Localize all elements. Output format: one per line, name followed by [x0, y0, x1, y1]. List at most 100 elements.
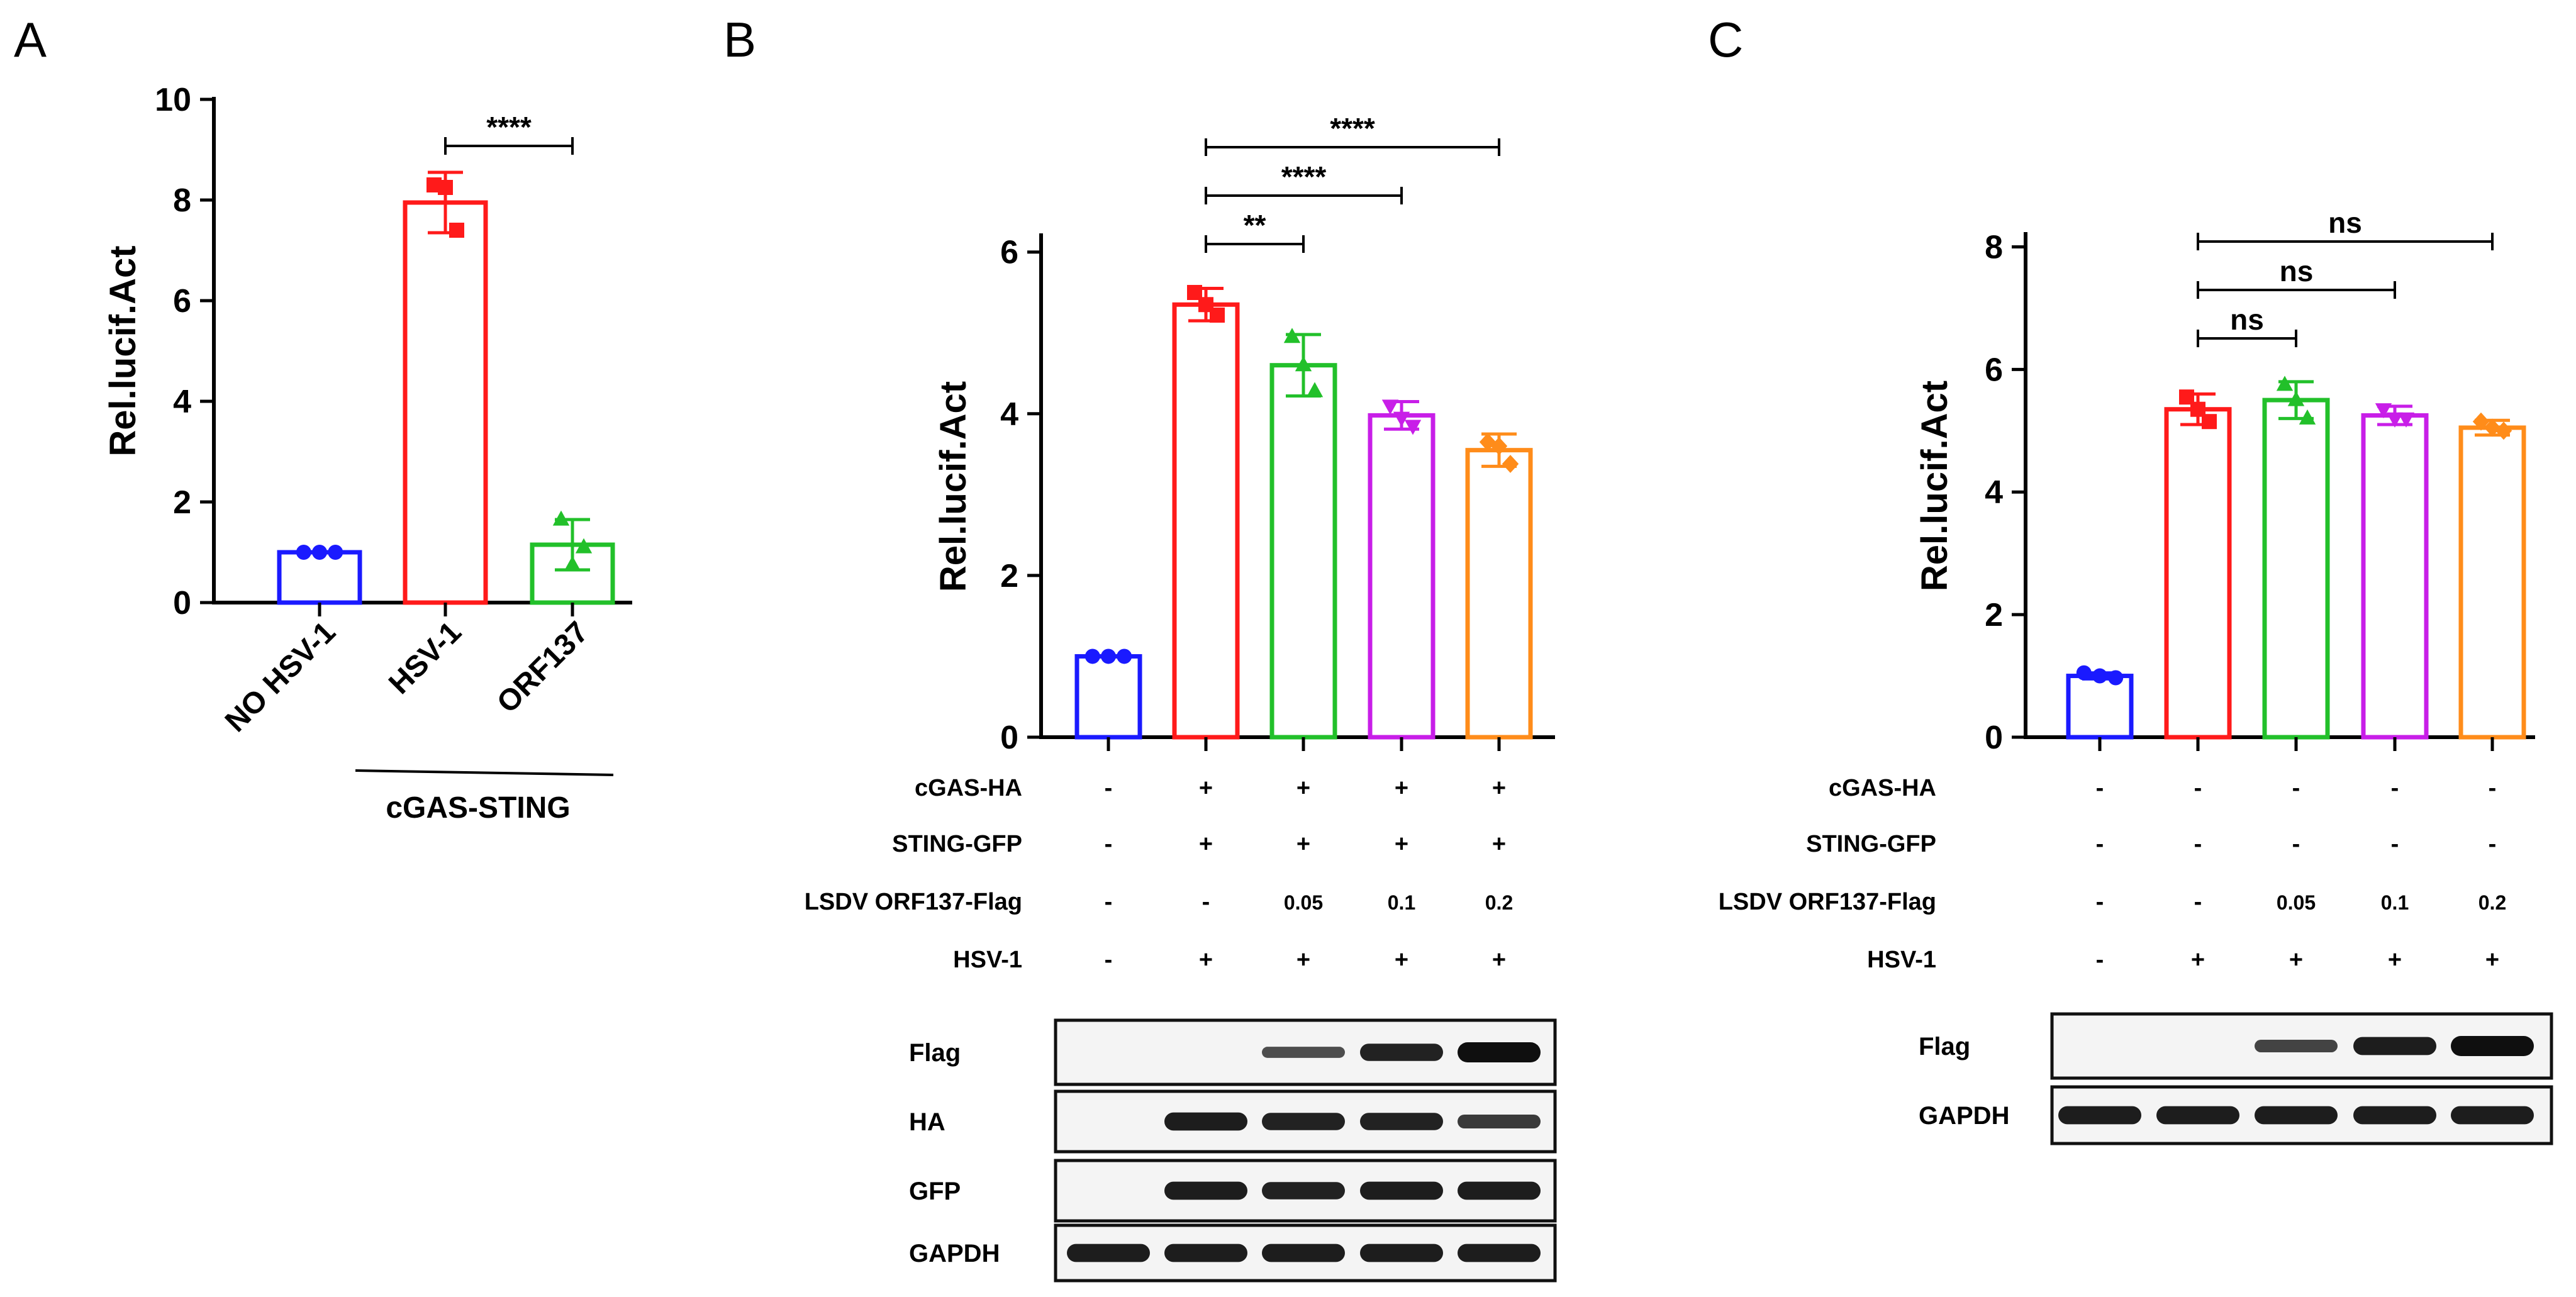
- data-point-a-2: [552, 510, 570, 526]
- blot-band-b-0-4: [1458, 1042, 1541, 1062]
- bar-c-1: [2164, 407, 2232, 740]
- condition-value-c-0-0: -: [2096, 775, 2104, 801]
- data-point-c-2: [2287, 391, 2305, 406]
- data-point-c-0: [2076, 665, 2092, 681]
- blot-band-b-3-4: [1458, 1244, 1541, 1262]
- condition-label-b-0: cGAS-HA: [915, 775, 1022, 801]
- condition-value-b-3-0: -: [1105, 947, 1113, 973]
- condition-value-c-3-4: +: [2485, 947, 2499, 973]
- blot-band-b-3-2: [1262, 1244, 1345, 1262]
- condition-label-b-2: LSDV ORF137-Flag: [805, 889, 1022, 915]
- sig-label-c-0: ns: [2230, 303, 2264, 336]
- data-point-a-0: [328, 545, 343, 560]
- condition-value-b-2-4: 0.2: [1485, 891, 1513, 914]
- bar-b-2: [1269, 363, 1337, 740]
- data-point-c-4: [2484, 418, 2501, 437]
- bar-a-0: [277, 550, 362, 605]
- y-tick-label-c: 0: [1985, 720, 2003, 756]
- data-point-c-4: [2495, 421, 2512, 440]
- y-tick-label-a: 4: [173, 384, 191, 420]
- blot-band-c-0-3: [2353, 1037, 2436, 1055]
- condition-value-b-0-3: +: [1395, 775, 1408, 801]
- data-point-b-3: [1404, 420, 1422, 435]
- condition-value-b-1-2: +: [1296, 831, 1310, 857]
- condition-value-c-1-1: -: [2194, 831, 2202, 857]
- y-tick-label-c: 8: [1985, 229, 2003, 265]
- blot-band-b-1-3: [1360, 1113, 1443, 1130]
- blot-label-c-1: GAPDH: [1919, 1102, 2009, 1130]
- sig-label-a-0: ****: [486, 111, 532, 143]
- blot-band-b-1-1: [1164, 1112, 1247, 1131]
- condition-value-b-2-1: -: [1202, 889, 1210, 915]
- sig-label-b-1: ****: [1281, 160, 1327, 193]
- panel-letter-c: C: [1708, 12, 1743, 67]
- blot-label-b-1: HA: [909, 1108, 945, 1136]
- data-point-b-2: [1283, 328, 1301, 343]
- bar-a-1: [403, 200, 488, 605]
- data-point-b-4: [1479, 433, 1497, 452]
- condition-value-c-0-1: -: [2194, 775, 2202, 801]
- data-point-c-2: [2299, 409, 2316, 425]
- blot-band-b-2-3: [1360, 1181, 1443, 1200]
- blot-band-c-1-1: [2156, 1106, 2239, 1125]
- condition-label-c-3: HSV-1: [1867, 947, 1936, 973]
- bar-b-3: [1368, 413, 1436, 740]
- y-axis-label-a: Rel.lucif.Act: [103, 245, 143, 456]
- condition-value-b-0-0: -: [1105, 775, 1113, 801]
- y-tick-label-a: 0: [173, 585, 191, 621]
- y-tick-label-a: 2: [173, 484, 191, 521]
- bar-c-2: [2262, 398, 2330, 740]
- y-axis-label-c: Rel.lucif.Act: [1914, 381, 1955, 591]
- condition-value-c-3-3: +: [2388, 947, 2402, 973]
- data-point-c-4: [2472, 412, 2490, 431]
- condition-value-c-0-4: -: [2489, 775, 2497, 801]
- y-axis-label-b: Rel.lucif.Act: [933, 381, 974, 592]
- condition-value-c-2-3: 0.1: [2381, 891, 2409, 914]
- condition-label-b-3: HSV-1: [953, 947, 1022, 973]
- data-point-b-3: [1381, 399, 1399, 415]
- bar-c-3: [2361, 413, 2429, 740]
- blot-label-b-2: GFP: [909, 1177, 961, 1205]
- data-point-b-3: [1393, 411, 1410, 427]
- condition-value-b-2-3: 0.1: [1388, 891, 1415, 914]
- condition-value-b-3-1: +: [1199, 947, 1213, 973]
- condition-value-c-2-4: 0.2: [2478, 891, 2506, 914]
- condition-value-b-1-4: +: [1492, 831, 1506, 857]
- condition-value-c-0-3: -: [2391, 775, 2399, 801]
- blot-band-b-2-1: [1164, 1181, 1247, 1200]
- condition-value-b-0-2: +: [1296, 775, 1310, 801]
- x-category-label-a-1: HSV-1: [382, 615, 468, 701]
- condition-value-b-2-2: 0.05: [1284, 891, 1323, 914]
- data-point-c-0: [2092, 668, 2107, 684]
- data-point-b-4: [1490, 437, 1508, 455]
- chart-layer: 0 2 4 6 8 10 Rel.lucif.Act **** NO HSV-1 HSV-1 ORF…: [103, 82, 2553, 1283]
- condition-label-c-0: cGAS-HA: [1829, 775, 1936, 801]
- y-tick-label-a: 8: [173, 182, 191, 219]
- blot-band-b-2-4: [1458, 1181, 1541, 1200]
- panel-letter-b: B: [723, 12, 756, 67]
- data-point-a-1: [449, 223, 464, 238]
- blot-band-c-1-3: [2353, 1106, 2436, 1125]
- blot-band-c-1-4: [2451, 1106, 2534, 1125]
- blot-band-b-3-0: [1067, 1244, 1150, 1262]
- data-point-a-1: [438, 180, 453, 195]
- data-point-b-0: [1117, 648, 1132, 664]
- bar-b-4: [1465, 448, 1533, 740]
- blot-band-b-2-2: [1262, 1182, 1345, 1200]
- data-point-a-2: [564, 555, 581, 571]
- y-tick-label-a: 6: [173, 283, 191, 320]
- condition-value-b-1-3: +: [1395, 831, 1408, 857]
- sig-label-c-2: ns: [2328, 206, 2362, 239]
- condition-label-c-2: LSDV ORF137-Flag: [1719, 889, 1936, 915]
- condition-value-c-1-0: -: [2096, 831, 2104, 857]
- data-point-b-2: [1295, 356, 1312, 372]
- sig-label-b-0: **: [1244, 209, 1266, 242]
- y-tick-label-b: 6: [1000, 235, 1018, 271]
- sig-label-b-2: ****: [1330, 112, 1375, 145]
- data-point-b-4: [1502, 455, 1519, 473]
- x-category-label-a-2: ORF137: [491, 615, 595, 720]
- bar-b-0: [1074, 654, 1142, 740]
- blot-band-b-3-3: [1360, 1244, 1443, 1262]
- y-tick-label-c: 6: [1985, 352, 2003, 388]
